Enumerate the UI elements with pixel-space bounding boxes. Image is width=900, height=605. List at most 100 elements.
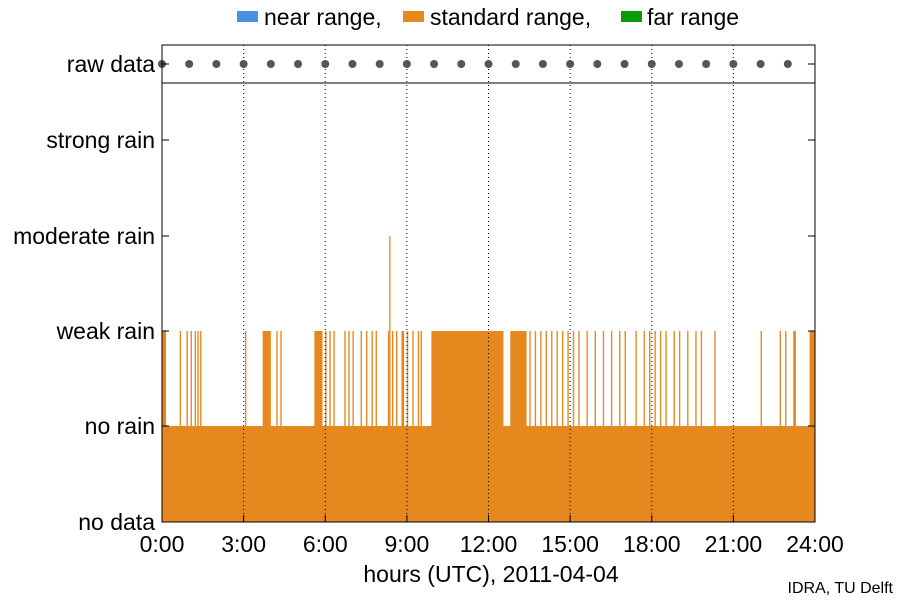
y-tick-label: strong rain: [46, 127, 155, 153]
raw-data-point: [729, 60, 738, 68]
weak-rain-bar: [649, 331, 651, 522]
weak-rain-bar: [276, 331, 278, 522]
x-axis-label: hours (UTC), 2011-04-04: [363, 561, 618, 587]
weak-rain-bar: [602, 331, 605, 522]
raw-data-point: [566, 60, 575, 68]
x-tick-label: 24:00: [786, 531, 844, 557]
weak-rain-bar: [348, 331, 350, 522]
weak-rain-bar: [325, 331, 327, 522]
legend-swatch-near: [237, 11, 258, 22]
weak-rain-bar: [401, 331, 405, 522]
weak-rain-bar: [197, 331, 199, 522]
x-axis-ticks: 0:00 3:00 6:00 9:00 12:00 15:00 18:00 21:00 24:0…: [140, 515, 844, 557]
x-tick-label: 12:00: [460, 531, 518, 557]
legend: near range, standard range, far range: [237, 4, 739, 30]
raw-data-point: [756, 60, 765, 68]
weak-rain-bar: [529, 331, 531, 522]
weak-rain-bar: [540, 331, 542, 522]
weak-rain-bar: [643, 331, 645, 522]
raw-data-point: [212, 60, 221, 68]
weak-rain-bar: [179, 331, 182, 522]
credit-text: IDRA, TU Delft: [788, 580, 894, 597]
weak-rain-bar: [395, 331, 398, 522]
weak-rain-bar: [779, 331, 781, 522]
legend-label-far: far range: [647, 4, 739, 30]
weak-rain-bar: [572, 331, 575, 522]
weak-rain-bar: [673, 331, 675, 522]
weak-rain-bar: [793, 331, 796, 522]
weak-rain-bar: [510, 331, 527, 522]
rain-bars: [162, 236, 815, 522]
legend-swatch-standard: [403, 11, 424, 22]
weak-rain-bar: [659, 331, 662, 522]
weak-rain-bar: [619, 331, 621, 522]
weak-rain-bar: [635, 331, 637, 522]
weak-rain-bar: [262, 331, 271, 522]
weak-rain-bar: [391, 331, 394, 522]
x-tick-label: 15:00: [541, 531, 599, 557]
weak-rain-bar: [785, 331, 787, 522]
x-tick-label: 3:00: [221, 531, 266, 557]
weak-rain-bar: [200, 331, 202, 522]
raw-data-point: [783, 60, 792, 68]
x-tick-label: 6:00: [303, 531, 348, 557]
weak-rain-bar: [567, 331, 569, 522]
y-tick-label: moderate rain: [13, 223, 155, 249]
weak-rain-bar: [714, 331, 716, 522]
raw-data-point: [702, 60, 711, 68]
weak-rain-bar: [352, 331, 354, 522]
weak-rain-bar: [387, 331, 390, 522]
y-axis-ticks: no data no rain weak rain moderate rain stro…: [13, 51, 815, 535]
raw-data-point: [511, 60, 520, 68]
raw-data-point: [185, 60, 194, 68]
weak-rain-bar: [375, 331, 377, 522]
weak-rain-bar: [417, 331, 420, 522]
x-tick-label: 21:00: [705, 531, 763, 557]
legend-label-standard: standard range,: [430, 4, 591, 30]
legend-swatch-far: [621, 11, 642, 22]
x-tick-label: 9:00: [384, 531, 429, 557]
weak-rain-bar: [412, 331, 414, 522]
weak-rain-bar: [194, 331, 197, 522]
raw-data-point: [321, 60, 330, 68]
weak-rain-bar: [760, 331, 762, 522]
y-tick-label: weak rain: [56, 318, 155, 344]
legend-label-near: near range,: [264, 4, 382, 30]
raw-data-point: [402, 60, 411, 68]
raw-data-point: [620, 60, 629, 68]
raw-data-point: [457, 60, 466, 68]
weak-rain-bar: [654, 331, 656, 522]
weak-rain-bar: [366, 331, 368, 522]
weak-rain-bar: [420, 331, 422, 522]
weak-rain-bar: [333, 331, 335, 522]
raw-data-markers: [158, 60, 792, 68]
raw-data-point: [430, 60, 439, 68]
y-tick-label: raw data: [67, 51, 155, 77]
raw-data-point: [593, 60, 602, 68]
weak-rain-bar: [551, 331, 553, 522]
weak-rain-bar: [586, 331, 588, 522]
weak-rain-bar: [687, 331, 689, 522]
weak-rain-bar: [314, 331, 323, 522]
weak-rain-bar: [344, 331, 346, 522]
y-tick-label: no data: [78, 509, 155, 535]
raw-data-point: [484, 60, 493, 68]
weak-rain-bar: [594, 331, 596, 522]
raw-data-point: [538, 60, 547, 68]
weak-rain-bar: [534, 331, 537, 522]
weak-rain-bar: [700, 331, 703, 522]
y-tick-label: no rain: [85, 413, 155, 439]
weak-rain-bar: [244, 331, 247, 522]
moderate-rain-bar: [389, 236, 391, 522]
weak-rain-bar: [556, 331, 558, 522]
raw-data-point: [239, 60, 248, 68]
weak-rain-bar: [610, 331, 613, 522]
raw-data-point: [294, 60, 303, 68]
raw-data-point: [266, 60, 275, 68]
weak-rain-bar: [371, 331, 373, 522]
weak-rain-bar: [665, 331, 667, 522]
x-tick-label: 0:00: [140, 531, 185, 557]
raw-data-point: [674, 60, 683, 68]
x-tick-label: 18:00: [623, 531, 681, 557]
